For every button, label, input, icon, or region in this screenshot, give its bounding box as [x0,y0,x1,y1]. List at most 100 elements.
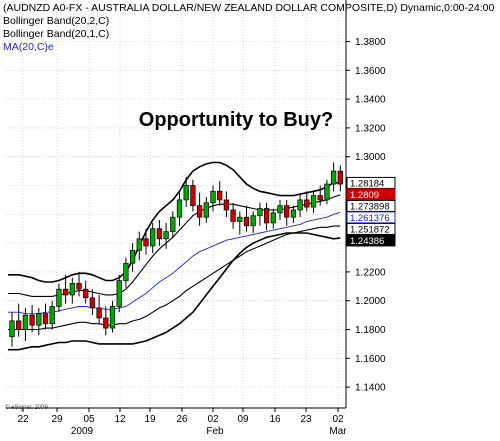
candle-body [317,195,323,201]
bb1-lower-line [8,225,341,331]
candle [29,305,35,333]
price-tag-label: 1.28184 [350,178,384,189]
candle [263,202,270,231]
x-tick-label: 22 [17,414,29,425]
candle-body [196,205,203,218]
candle [310,191,317,213]
x-tick-label: 16 [269,414,281,425]
candle [22,307,29,342]
candle-body [250,215,256,227]
candle [76,271,82,297]
copyright-text: © eSignal, 2009 [5,404,48,411]
price-tag-label: 1.273898 [350,201,390,212]
x-tick-label: 26 [176,414,188,425]
candle [190,179,196,212]
candle [163,222,169,249]
candle-body [176,199,183,218]
candle-body [304,199,310,208]
candle [223,191,230,218]
candle [49,300,55,330]
candle [123,257,129,288]
candle-body [103,317,109,329]
y-tick-label: 1.1400 [355,383,386,394]
y-tick-label: 1.3800 [355,37,386,48]
candle-body [96,307,102,319]
candle [156,220,163,246]
candle-body [210,190,216,204]
y-tick-label: 1.1800 [355,325,386,336]
candle [16,303,22,337]
candle-body [217,190,223,201]
candle [69,277,75,304]
candle-body [49,306,55,325]
x-tick-label: 05 [83,414,95,425]
candle-body [36,313,42,326]
candle [210,185,216,212]
candle-body [290,209,297,218]
candle [116,274,122,313]
price-tag-label: 1.251872 [350,224,390,235]
candle-body [190,185,196,207]
x-tick-label: 09 [237,414,249,425]
candle-body [270,212,276,224]
candle [324,179,330,205]
x-tick-label: 12 [114,414,126,425]
candle-body [116,280,122,307]
candle [304,191,310,212]
candle [183,176,189,208]
candle [317,185,323,206]
candle [143,228,149,255]
candle-body [170,216,176,232]
candle-body [156,228,163,240]
candle [89,289,96,316]
candle-body [143,238,149,247]
candle [243,205,250,232]
candle-body [324,183,330,201]
candle-body [310,195,317,208]
candle-body [129,249,136,264]
y-tick-label: 1.3400 [355,95,386,106]
price-tag-label: 1.261376 [350,213,390,224]
candle [109,300,116,333]
candle [176,192,183,226]
indicator-label-ma: MA(20,C)e [3,41,54,53]
candle [284,199,290,226]
candle [129,243,136,272]
price-tag: 1.251872 [346,222,396,235]
annotation-text: Opportunity to Buy? [139,109,333,131]
candle [83,280,89,304]
candle [337,165,343,192]
candle-body [136,238,142,251]
candle [237,211,243,235]
candle-body [62,288,69,296]
candle-body [183,185,189,201]
x-tick-label: 02 [207,414,219,425]
candle-body [16,320,22,330]
x-tick-label: 02 [332,414,344,425]
candle [297,194,303,218]
price-tag-label: 1.24386 [350,236,384,247]
x-tick-label: 23 [300,414,312,425]
price-tag: 1.273898 [346,199,396,212]
candle-body [69,283,75,296]
bb2-upper-line [8,161,341,283]
candle-body [83,288,89,299]
candle [230,202,236,229]
candle [150,222,156,254]
candle [203,197,209,223]
candle-body [203,202,209,218]
y-tick-label: 1.3600 [355,66,386,77]
price-tag-box [346,234,396,247]
candle [136,231,142,261]
candle-body [297,199,303,211]
chart-title: (AUDNZD A0-FX - AUSTRALIA DOLLAR/NEW ZEA… [3,2,494,14]
candle-body [56,288,62,307]
candle [290,205,297,223]
candle [250,211,256,234]
candle-layer [9,162,343,347]
candle-body [237,216,243,222]
x-tick-label: 19 [144,414,156,425]
